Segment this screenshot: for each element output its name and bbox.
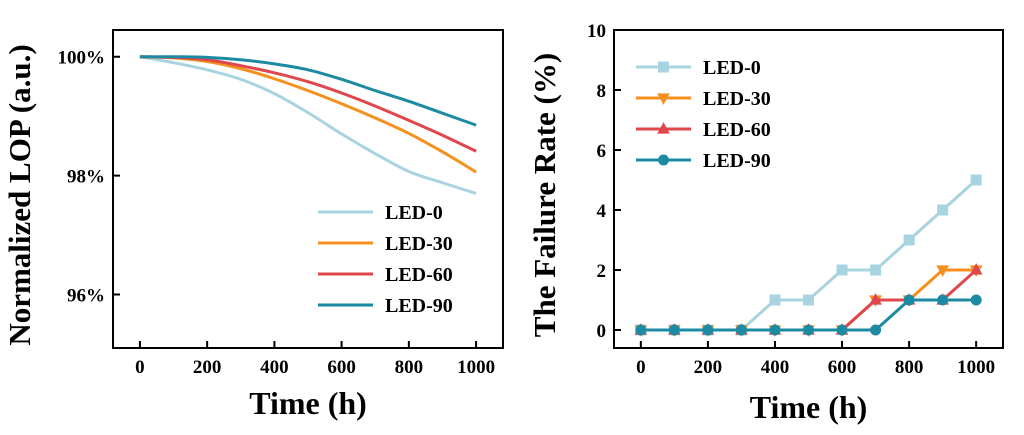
y-tick-label: 100% xyxy=(58,48,106,69)
data-point xyxy=(836,264,848,276)
series-line xyxy=(139,55,477,174)
x-tick-label: 400 xyxy=(761,357,790,378)
legend-label: LED-0 xyxy=(385,202,443,224)
data-point xyxy=(735,324,747,336)
data-point xyxy=(903,234,915,246)
data-point xyxy=(803,324,814,336)
data-point xyxy=(870,324,882,336)
x-tick-label: 600 xyxy=(327,357,356,378)
y-tick-label: 2 xyxy=(597,261,607,282)
y-tick-label: 0 xyxy=(597,321,607,342)
data-point xyxy=(702,324,714,336)
data-point xyxy=(836,324,848,336)
data-point xyxy=(803,294,814,306)
legend-swatch-marker xyxy=(657,93,670,105)
data-point xyxy=(937,204,949,216)
x-tick-label: 1000 xyxy=(457,357,495,378)
legend-item: LED-90 xyxy=(318,295,453,317)
chart-panel-2: 0 200 400 600 800 1000 0 2 4 6 8 10 Time (h) The Fail… xyxy=(527,21,1004,425)
legend-label: LED-60 xyxy=(385,264,453,286)
legend-swatch-marker xyxy=(657,122,670,134)
legend-label: LED-90 xyxy=(703,150,771,172)
data-point xyxy=(635,324,647,336)
legend-label: LED-30 xyxy=(385,233,453,255)
data-point xyxy=(870,264,882,276)
y-tick-label: 10 xyxy=(587,21,606,42)
legend-swatch-marker xyxy=(658,61,669,73)
y-tick-label: 8 xyxy=(597,81,607,102)
series-line xyxy=(640,178,978,332)
y-tick-label: 4 xyxy=(597,201,607,222)
legend-item: LED-60 xyxy=(636,119,771,141)
x-tick-label: 800 xyxy=(895,357,924,378)
chart-panel-1: 0 200 400 600 800 1000 96% 98% 100% Time (h) Norma… xyxy=(2,29,504,421)
data-point xyxy=(969,263,983,275)
x-tick-label: 600 xyxy=(828,357,857,378)
series-line xyxy=(139,55,477,127)
series-led-90 xyxy=(635,294,982,336)
x-tick-label: 200 xyxy=(694,357,723,378)
x-tick-label: 200 xyxy=(193,357,222,378)
legend-item: LED-30 xyxy=(318,233,453,255)
y-tick-label: 98% xyxy=(67,167,105,188)
data-point xyxy=(970,294,982,306)
x-axis-label: Time (h) xyxy=(750,389,868,425)
series-led-60 xyxy=(139,55,477,153)
legend-item: LED-0 xyxy=(636,57,761,79)
data-point xyxy=(769,324,781,336)
legend-label: LED-30 xyxy=(703,88,771,110)
y-tick-label: 96% xyxy=(67,286,105,307)
y-axis-label: The Failure Rate (%) xyxy=(527,53,562,337)
data-point xyxy=(668,324,680,336)
series-led-30 xyxy=(139,55,477,174)
x-axis-label: Time (h) xyxy=(249,385,367,421)
data-point xyxy=(937,294,949,306)
data-point xyxy=(769,294,781,306)
x-tick-label: 800 xyxy=(395,357,424,378)
data-point xyxy=(903,294,915,306)
x-tick-label: 0 xyxy=(135,357,145,378)
legend-label: LED-60 xyxy=(703,119,771,141)
legend-label: LED-0 xyxy=(703,57,761,79)
x-tick-label: 400 xyxy=(260,357,289,378)
legend: LED-0 LED-30 LED-60 LED-90 xyxy=(636,57,771,172)
data-point xyxy=(936,265,949,277)
series-led-0 xyxy=(635,174,982,336)
legend-item: LED-90 xyxy=(636,150,771,172)
x-tick-label: 0 xyxy=(636,357,646,378)
series-line xyxy=(139,55,477,153)
legend-label: LED-90 xyxy=(385,295,453,317)
y-axis-label: Normalized LOP (a.u.) xyxy=(2,44,37,345)
legend-item: LED-0 xyxy=(318,202,443,224)
data-point xyxy=(869,293,882,305)
legend: LED-0 LED-30 LED-60 LED-90 xyxy=(318,202,453,317)
legend-item: LED-30 xyxy=(636,88,771,110)
series-line xyxy=(139,55,477,195)
x-tick-label: 1000 xyxy=(957,357,995,378)
legend-item: LED-60 xyxy=(318,264,453,286)
plot-frame xyxy=(112,29,504,349)
series-led-0 xyxy=(139,55,477,195)
legend-swatch-marker xyxy=(658,154,669,166)
series-led-90 xyxy=(139,55,477,127)
plot-frame xyxy=(613,29,1004,349)
data-point xyxy=(970,174,982,186)
y-tick-label: 6 xyxy=(597,141,607,162)
